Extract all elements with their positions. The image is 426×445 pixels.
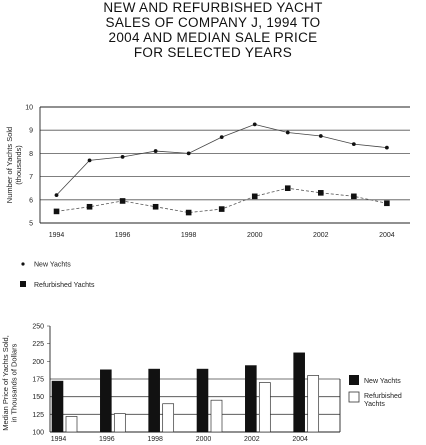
title-line-1: NEW AND REFURBISHED YACHT bbox=[103, 0, 323, 15]
refurbished-yachts-bar bbox=[113, 413, 126, 433]
line-x-tick-label: 1998 bbox=[181, 232, 197, 239]
bar-y-tick-label: 100 bbox=[32, 430, 44, 437]
legend-new-yachts-marker bbox=[21, 262, 25, 266]
new-yachts-bar bbox=[245, 365, 257, 433]
line-y-tick-label: 8 bbox=[29, 151, 33, 158]
refurbished-yachts-point bbox=[384, 200, 390, 207]
refurbished-yachts-bar bbox=[258, 382, 271, 433]
legend-refurbished-yachts-swatch bbox=[348, 391, 360, 403]
new-yachts-point bbox=[351, 142, 356, 147]
bar-x-tick-label: 2004 bbox=[292, 436, 308, 443]
refurbished-yachts-bar bbox=[210, 399, 223, 433]
refurbished-yachts-bar bbox=[162, 403, 175, 433]
line-y-tick-label: 5 bbox=[29, 221, 33, 228]
line-y-tick-label: 7 bbox=[29, 174, 33, 181]
bar-y-tick-label: 125 bbox=[32, 412, 44, 419]
legend-refurbished-yachts-marker bbox=[20, 281, 26, 287]
line-y-tick-label: 6 bbox=[29, 197, 33, 204]
series-line-new-yachts bbox=[56, 123, 387, 196]
bar-x-tick-label: 2002 bbox=[244, 436, 260, 443]
new-yachts-point bbox=[219, 135, 224, 140]
line-x-tick-label: 1994 bbox=[49, 232, 65, 239]
refurbished-yachts-point bbox=[86, 203, 93, 210]
new-yachts-bar bbox=[293, 352, 305, 433]
legend-refurbished-yachts-bar-label: Refurbished Yachts bbox=[364, 393, 402, 408]
chart-title: NEW AND REFURBISHED YACHT SALES OF COMPA… bbox=[0, 0, 426, 60]
refurbished-yachts-point bbox=[53, 208, 60, 215]
new-yachts-point bbox=[87, 158, 92, 163]
line-x-tick-label: 2000 bbox=[247, 232, 263, 239]
bar-x-tick-label: 1998 bbox=[147, 436, 163, 443]
new-yachts-point bbox=[120, 154, 125, 159]
legend-new-yachts-bar-label: New Yachts bbox=[364, 378, 401, 385]
legend-new-yachts-swatch bbox=[349, 375, 359, 385]
refurbished-yachts-point bbox=[152, 203, 159, 210]
refurbished-yachts-point bbox=[218, 206, 225, 212]
title-line-3: 2004 AND MEDIAN SALE PRICE bbox=[108, 30, 318, 45]
bar-x-tick-label: 2000 bbox=[196, 436, 212, 443]
bar-y-axis-label-line: Median Price of Yachts Sold, bbox=[1, 335, 10, 431]
bar-y-tick-label: 250 bbox=[32, 324, 44, 331]
refurbished-yachts-point bbox=[185, 209, 192, 216]
refurbished-yachts-point bbox=[251, 193, 258, 200]
bar-y-tick-label: 150 bbox=[32, 394, 44, 401]
new-yachts-point bbox=[384, 145, 389, 150]
new-yachts-bar bbox=[100, 369, 112, 433]
line-x-tick-label: 1996 bbox=[115, 232, 131, 239]
bar-y-tick-label: 200 bbox=[32, 359, 44, 366]
new-yachts-bar bbox=[51, 380, 64, 433]
refurbished-yachts-bar bbox=[307, 375, 320, 433]
new-yachts-point bbox=[186, 151, 191, 156]
title-line-2: SALES OF COMPANY J, 1994 TO bbox=[105, 15, 321, 30]
line-y-axis-label-line: Number of Yachts Sold bbox=[5, 127, 14, 203]
new-yachts-point bbox=[318, 134, 323, 138]
line-y-axis-label-line: (thousands) bbox=[14, 145, 23, 185]
bar-y-tick-label: 175 bbox=[32, 377, 44, 384]
line-x-tick-label: 2002 bbox=[313, 232, 329, 239]
legend-refurbished-yachts-label: Refurbished Yachts bbox=[34, 282, 95, 289]
new-yachts-bar bbox=[148, 368, 160, 433]
bar-x-tick-label: 1994 bbox=[51, 436, 67, 443]
new-yachts-point bbox=[153, 149, 158, 153]
bar-y-axis-label-line: in Thousands of Dollars bbox=[10, 343, 19, 422]
refurbished-yachts-point bbox=[284, 185, 291, 191]
legend-new-yachts-label: New Yachts bbox=[34, 262, 71, 269]
bar-x-tick-label: 1996 bbox=[99, 436, 115, 443]
new-yachts-point bbox=[54, 193, 59, 198]
line-y-axis-label: Number of Yachts Sold(thousands) bbox=[5, 127, 23, 203]
title-line-4: FOR SELECTED YEARS bbox=[133, 45, 293, 60]
new-yachts-bar bbox=[196, 368, 209, 433]
new-yachts-point bbox=[285, 130, 290, 135]
line-x-tick-label: 2004 bbox=[379, 232, 395, 239]
legend-refurbished-yachts-bar-label-part: Yachts bbox=[364, 401, 385, 408]
line-y-tick-label: 9 bbox=[29, 128, 33, 135]
legend-refurbished-yachts-bar-label-part: Refurbished bbox=[364, 393, 402, 400]
refurbished-yachts-point bbox=[119, 198, 126, 204]
refurbished-yachts-bar bbox=[65, 416, 78, 433]
bar-y-tick-label: 225 bbox=[32, 341, 44, 348]
new-yachts-point bbox=[252, 122, 257, 127]
refurbished-yachts-point bbox=[351, 193, 357, 200]
refurbished-yachts-point bbox=[318, 190, 324, 196]
line-y-tick-label: 10 bbox=[25, 105, 33, 112]
bar-y-axis-label: Median Price of Yachts Sold,in Thousands… bbox=[1, 335, 19, 431]
